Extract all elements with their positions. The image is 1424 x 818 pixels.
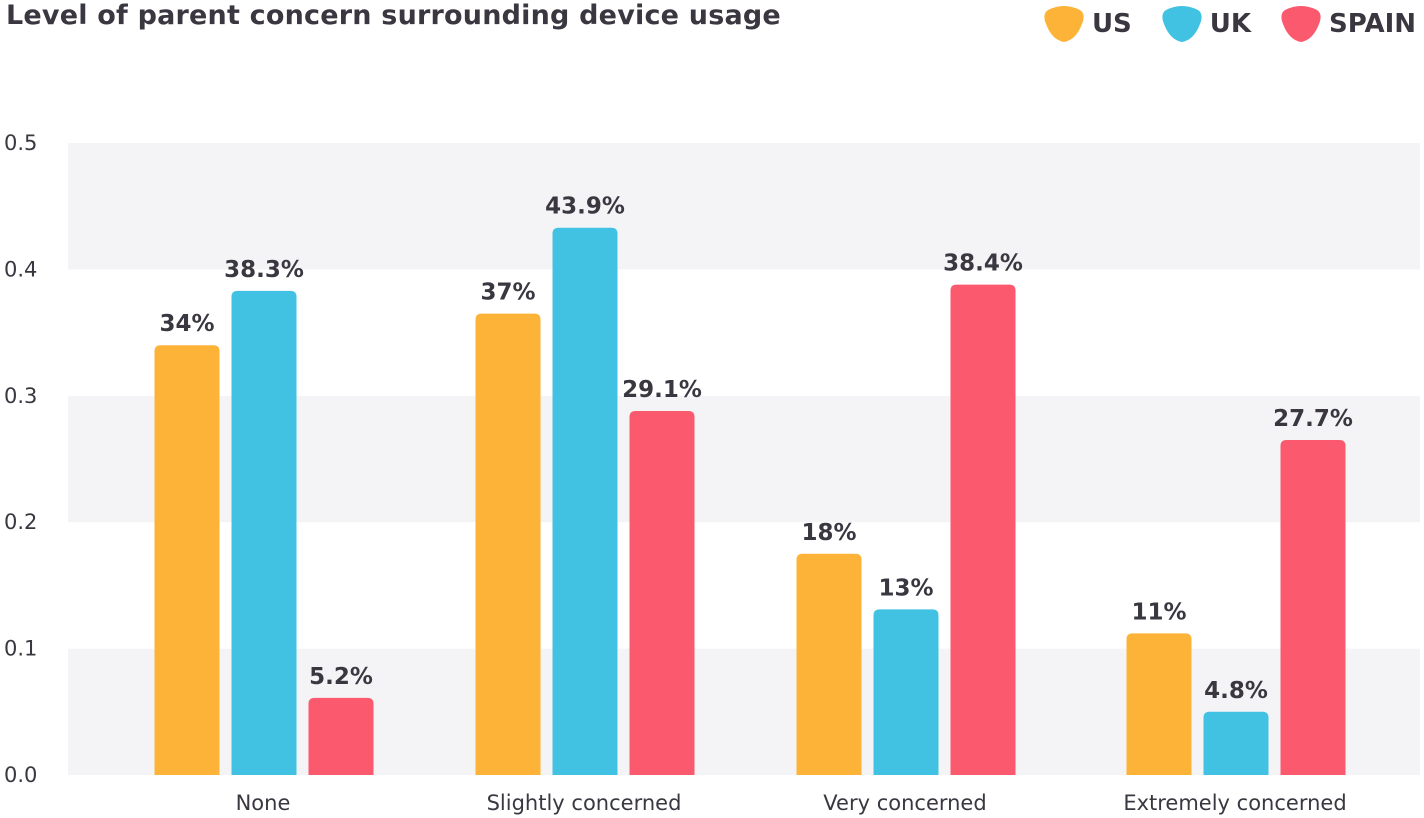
x-category-label: Slightly concerned [487,791,682,815]
y-tick-label: 0.5 [4,131,37,155]
x-category-label: None [236,791,291,815]
legend-label-uk: UK [1209,9,1252,39]
data-label: 38.4% [943,251,1023,277]
data-label: 4.8% [1204,678,1268,704]
bar-uk [873,609,939,775]
chart-title: Level of parent concern surrounding devi… [6,0,781,31]
data-label: 18% [801,520,856,546]
data-label: 27.7% [1273,406,1353,432]
data-label: 29.1% [622,377,702,403]
bar-spain [950,284,1016,775]
y-tick-label: 0.0 [4,763,37,787]
legend-item-spain: SPAIN [1279,4,1416,44]
legend-swatch-spain [1281,6,1321,42]
bar-uk [552,227,618,776]
bar-spain [1280,440,1346,775]
bar-uk [1203,711,1269,775]
bar-uk [231,290,297,775]
legend-label-spain: SPAIN [1329,9,1416,39]
data-label: 37% [480,280,535,306]
data-label: 13% [878,575,933,601]
bar-us [1126,633,1192,775]
x-category-label: Very concerned [823,791,986,815]
legend-label-us: US [1091,9,1132,39]
legend: US UK SPAIN [1014,4,1416,44]
data-label: 5.2% [309,664,373,690]
bar-us [475,313,541,775]
y-tick-label: 0.1 [4,637,37,661]
data-label: 38.3% [224,257,304,283]
y-tick-label: 0.2 [4,510,37,534]
legend-item-uk: UK [1160,4,1251,44]
x-category-label: Extremely concerned [1123,791,1346,815]
data-label: 11% [1131,599,1186,625]
bar-spain [308,697,374,775]
legend-item-us: US [1042,4,1132,44]
data-label: 43.9% [545,194,625,220]
legend-swatch-us [1044,6,1084,42]
legend-swatch-uk [1162,6,1202,42]
y-tick-label: 0.3 [4,384,37,408]
data-label: 34% [159,311,214,337]
y-tick-label: 0.4 [4,257,37,281]
grid-band [68,143,1420,270]
bar-us [154,345,220,775]
bar-us [796,553,862,775]
bar-spain [629,410,695,775]
